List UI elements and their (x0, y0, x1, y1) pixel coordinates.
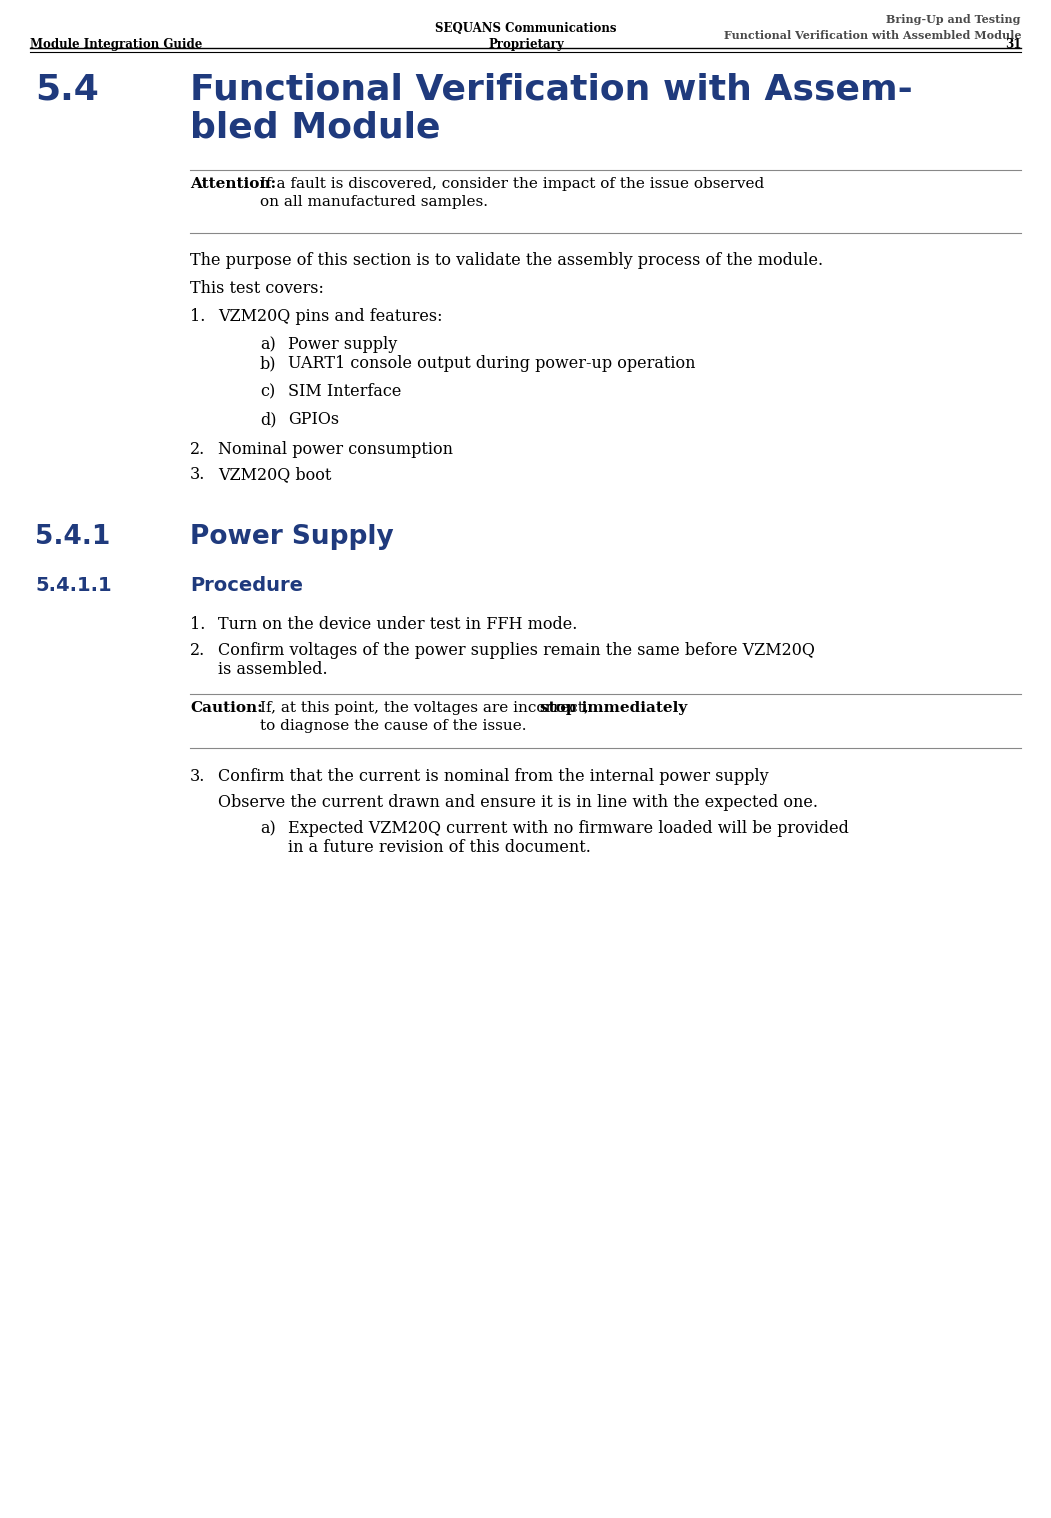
Text: to diagnose the cause of the issue.: to diagnose the cause of the issue. (260, 720, 527, 733)
Text: UART1 console output during power-up operation: UART1 console output during power-up ope… (288, 355, 696, 372)
Text: in a future revision of this document.: in a future revision of this document. (288, 839, 591, 856)
Text: 3.: 3. (190, 768, 205, 785)
Text: The purpose of this section is to validate the assembly process of the module.: The purpose of this section is to valida… (190, 252, 823, 269)
Text: a): a) (260, 335, 275, 354)
Text: SEQUANS Communications: SEQUANS Communications (435, 21, 617, 35)
Text: 3.: 3. (190, 466, 205, 483)
Text: 1.: 1. (190, 308, 205, 325)
Text: SIM Interface: SIM Interface (288, 383, 401, 401)
Text: Module Integration Guide: Module Integration Guide (30, 38, 203, 52)
Text: a): a) (260, 820, 275, 836)
Text: Nominal power consumption: Nominal power consumption (218, 442, 453, 458)
Text: Turn on the device under test in FFH mode.: Turn on the device under test in FFH mod… (218, 616, 577, 633)
Text: 1.: 1. (190, 616, 205, 633)
Text: Observe the current drawn and ensure it is in line with the expected one.: Observe the current drawn and ensure it … (218, 794, 818, 811)
Text: Attention:: Attention: (190, 178, 276, 191)
Text: on all manufactured samples.: on all manufactured samples. (260, 194, 488, 209)
Text: Expected VZM20Q current with no firmware loaded will be provided: Expected VZM20Q current with no firmware… (288, 820, 849, 836)
Text: Functional Verification with Assem-: Functional Verification with Assem- (190, 71, 912, 106)
Text: Proprietary: Proprietary (488, 38, 564, 52)
Text: If, at this point, the voltages are incorrect,: If, at this point, the voltages are inco… (260, 701, 594, 715)
Text: Procedure: Procedure (190, 575, 303, 595)
Text: c): c) (260, 383, 275, 401)
Text: 2.: 2. (190, 442, 205, 458)
Text: GPIOs: GPIOs (288, 411, 339, 428)
Text: Caution:: Caution: (190, 701, 263, 715)
Text: 2.: 2. (190, 642, 205, 659)
Text: b): b) (260, 355, 276, 372)
Text: d): d) (260, 411, 276, 428)
Text: Bring-Up and Testing: Bring-Up and Testing (886, 14, 1021, 24)
Text: Power supply: Power supply (288, 335, 397, 354)
Text: Confirm voltages of the power supplies remain the same before VZM20Q: Confirm voltages of the power supplies r… (218, 642, 815, 659)
Text: bled Module: bled Module (190, 109, 440, 144)
Text: If a fault is discovered, consider the impact of the issue observed: If a fault is discovered, consider the i… (260, 178, 764, 191)
Text: is assembled.: is assembled. (218, 660, 328, 679)
Text: Functional Verification with Assembled Module: Functional Verification with Assembled M… (723, 30, 1021, 41)
Text: 5.4.1: 5.4.1 (35, 524, 110, 550)
Text: 31: 31 (1005, 38, 1021, 52)
Text: stop immediately: stop immediately (539, 701, 687, 715)
Text: This test covers:: This test covers: (190, 279, 324, 298)
Text: 5.4: 5.4 (35, 71, 99, 106)
Text: Power Supply: Power Supply (190, 524, 394, 550)
Text: 5.4.1.1: 5.4.1.1 (35, 575, 111, 595)
Text: VZM20Q pins and features:: VZM20Q pins and features: (218, 308, 442, 325)
Text: Confirm that the current is nominal from the internal power supply: Confirm that the current is nominal from… (218, 768, 768, 785)
Text: VZM20Q boot: VZM20Q boot (218, 466, 331, 483)
